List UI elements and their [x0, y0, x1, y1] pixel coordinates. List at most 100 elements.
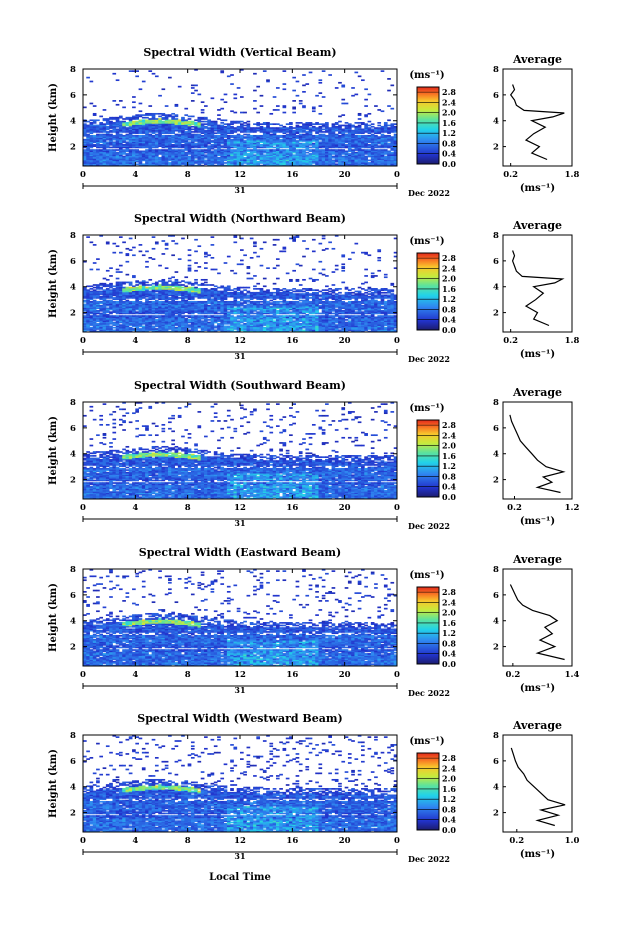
colorbar-tick-label: 2.8	[442, 87, 456, 97]
panel-title: Spectral Width (Eastward Beam)	[139, 546, 341, 559]
heatmap-cells	[83, 402, 398, 500]
x-tick-label: 4	[132, 336, 138, 346]
y-axis-label: Height (km)	[48, 583, 59, 652]
colorbar-tick-label: 2.0	[442, 608, 456, 618]
heatmap-cells	[83, 569, 398, 667]
profile-y-tick-label: 4	[493, 117, 499, 127]
x-tick-label: 20	[339, 670, 351, 680]
y-tick-label: 4	[70, 617, 76, 627]
y-tick-label: 8	[70, 565, 76, 575]
x-tick-label: 20	[339, 503, 351, 513]
colorbar-tick-label: 0.0	[442, 659, 456, 669]
day-label: 31	[234, 185, 245, 195]
colorbar	[416, 752, 440, 831]
x-tick-label: 12	[234, 836, 246, 846]
colorbar	[416, 86, 440, 165]
y-tick-label: 8	[70, 731, 76, 741]
x-tick-label: 12	[234, 670, 246, 680]
colorbar-tick-label: 2.0	[442, 774, 456, 784]
colorbar-tick-label: 1.2	[442, 794, 456, 804]
heatmap-cells	[83, 235, 398, 333]
colorbar-tick-label: 0.8	[442, 471, 456, 481]
y-tick-label: 6	[70, 257, 76, 267]
y-tick-label: 4	[70, 117, 76, 127]
x-tick-label: 12	[234, 170, 246, 180]
profile-y-tick-label: 2	[493, 643, 499, 653]
month-label: Dec 2022	[408, 688, 450, 698]
colorbar-unit: (ms⁻¹)	[409, 403, 444, 414]
x-tick-label: 4	[132, 836, 138, 846]
x-tick-label: 0	[394, 170, 400, 180]
profile-frame	[502, 734, 573, 833]
x-tick-label: 0	[394, 503, 400, 513]
y-tick-label: 2	[70, 309, 76, 319]
colorbar	[416, 419, 440, 498]
colorbar-tick-label: 2.4	[442, 263, 456, 273]
x-tick-label: 20	[339, 336, 351, 346]
x-tick-label: 20	[339, 170, 351, 180]
y-tick-label: 8	[70, 231, 76, 241]
profile-frame	[502, 234, 573, 333]
y-tick-label: 2	[70, 643, 76, 653]
colorbar-tick-label: 0.4	[442, 149, 456, 159]
x-tick-label: 4	[132, 670, 138, 680]
panel-title: Spectral Width (Southward Beam)	[134, 379, 346, 392]
heatmap-cells	[83, 735, 398, 833]
profile-y-tick-label: 8	[493, 65, 499, 75]
profile-y-tick-label: 2	[493, 309, 499, 319]
profile-title: Average	[512, 719, 562, 732]
profile-y-tick-label: 6	[493, 424, 499, 434]
profile-x-tick-label: 1.8	[565, 336, 580, 346]
y-tick-label: 6	[70, 91, 76, 101]
profile-line	[510, 747, 566, 827]
colorbar-tick-label: 2.4	[442, 97, 456, 107]
y-tick-label: 4	[70, 283, 76, 293]
x-tick-label: 0	[394, 670, 400, 680]
y-tick-label: 6	[70, 591, 76, 601]
x-tick-label: 4	[132, 503, 138, 513]
colorbar-unit: (ms⁻¹)	[409, 70, 444, 81]
colorbar-tick-label: 2.0	[442, 441, 456, 451]
x-tick-label: 0	[80, 170, 86, 180]
profile-y-tick-label: 4	[493, 783, 499, 793]
colorbar-tick-label: 2.8	[442, 253, 456, 263]
profile-x-axis-label: (ms⁻¹)	[520, 349, 555, 360]
x-tick-label: 8	[185, 670, 191, 680]
profile-x-axis-label: (ms⁻¹)	[520, 683, 555, 694]
x-tick-label: 16	[286, 336, 298, 346]
x-tick-label: 8	[185, 836, 191, 846]
x-tick-label: 0	[80, 836, 86, 846]
x-tick-label: 0	[80, 670, 86, 680]
y-tick-label: 6	[70, 757, 76, 767]
profile-title: Average	[512, 386, 562, 399]
profile-title: Average	[512, 219, 562, 232]
y-tick-label: 8	[70, 398, 76, 408]
colorbar-tick-label: 0.4	[442, 315, 456, 325]
profile-y-tick-label: 2	[493, 809, 499, 819]
colorbar-tick-label: 0.0	[442, 159, 456, 169]
colorbar-tick-label: 1.2	[442, 628, 456, 638]
profile-y-tick-label: 8	[493, 565, 499, 575]
colorbar-tick-label: 2.4	[442, 430, 456, 440]
beam-panel-1: Spectral Width (Northward Beam) 2 4 6 8 Heigh…	[48, 212, 579, 364]
profile-line	[511, 250, 565, 327]
colorbar-tick-label: 0.0	[442, 492, 456, 502]
y-tick-label: 2	[70, 809, 76, 819]
beam-panel-0: Spectral Width (Vertical Beam) 2 4 6 8 Height…	[48, 46, 579, 198]
colorbar-tick-label: 0.8	[442, 138, 456, 148]
colorbar-tick-label: 0.8	[442, 638, 456, 648]
panel-title: Spectral Width (Vertical Beam)	[143, 46, 336, 59]
y-axis-label: Height (km)	[48, 416, 59, 485]
x-tick-label: 16	[286, 836, 298, 846]
profile-line	[509, 84, 565, 161]
colorbar-tick-label: 0.8	[442, 304, 456, 314]
colorbar-tick-label: 0.4	[442, 649, 456, 659]
panel-title: Spectral Width (Northward Beam)	[134, 212, 346, 225]
colorbar-tick-label: 0.4	[442, 482, 456, 492]
profile-x-tick-label: 1.4	[565, 670, 580, 680]
colorbar-tick-label: 1.6	[442, 618, 456, 628]
x-tick-label: 8	[185, 336, 191, 346]
profile-x-tick-label: 0.2	[505, 670, 520, 680]
colorbar-tick-label: 0.0	[442, 325, 456, 335]
